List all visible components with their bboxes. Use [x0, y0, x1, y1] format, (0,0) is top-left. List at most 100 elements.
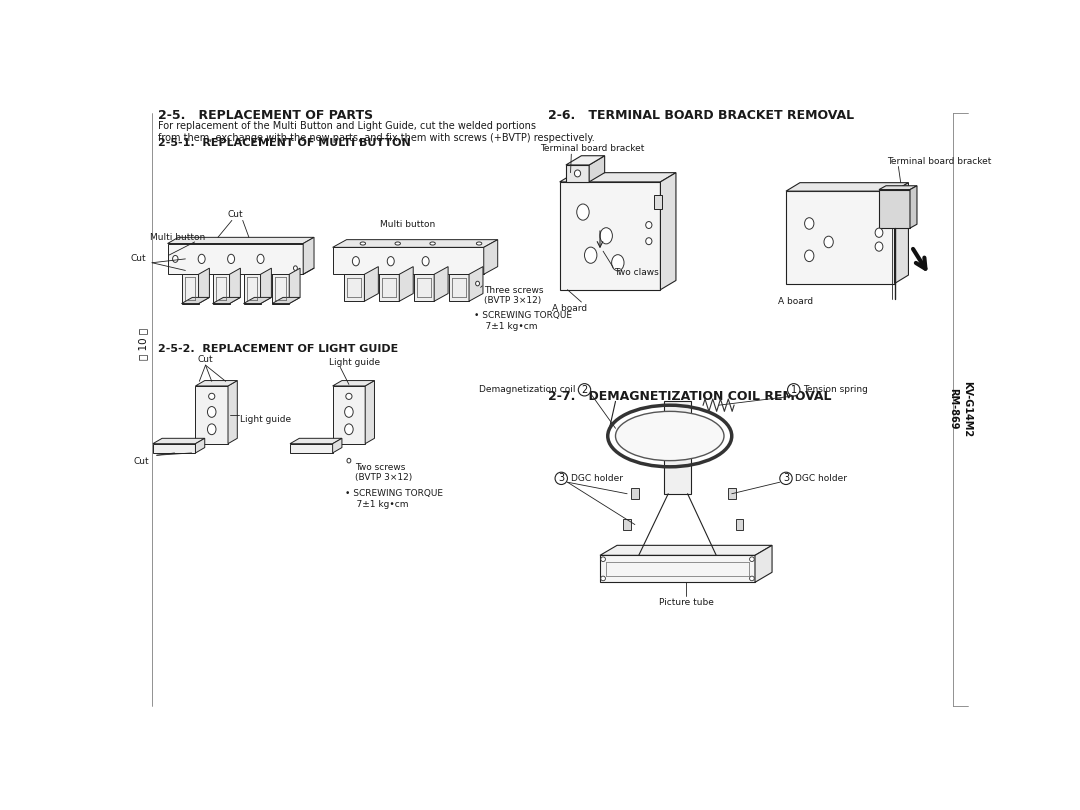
Ellipse shape — [207, 407, 216, 417]
Ellipse shape — [600, 228, 612, 244]
Polygon shape — [786, 183, 908, 191]
Ellipse shape — [875, 228, 882, 237]
Polygon shape — [291, 444, 333, 453]
Polygon shape — [213, 275, 230, 304]
Polygon shape — [153, 444, 195, 453]
Polygon shape — [600, 556, 755, 582]
Polygon shape — [786, 191, 894, 284]
Polygon shape — [566, 156, 605, 165]
Polygon shape — [243, 275, 260, 304]
Polygon shape — [755, 545, 772, 582]
Polygon shape — [272, 275, 289, 304]
Ellipse shape — [257, 254, 264, 263]
Text: Multi button: Multi button — [150, 233, 206, 242]
Polygon shape — [600, 545, 772, 556]
Polygon shape — [260, 268, 271, 304]
Polygon shape — [631, 488, 638, 499]
Ellipse shape — [422, 257, 429, 266]
Ellipse shape — [360, 242, 365, 245]
Ellipse shape — [345, 407, 353, 417]
Text: • SCREWING TORQUE
    7±1 kg•cm: • SCREWING TORQUE 7±1 kg•cm — [345, 489, 443, 509]
Polygon shape — [333, 381, 375, 386]
Ellipse shape — [476, 242, 482, 245]
Text: • SCREWING TORQUE
    7±1 kg•cm: • SCREWING TORQUE 7±1 kg•cm — [474, 311, 571, 330]
Polygon shape — [303, 237, 314, 275]
Text: Cut: Cut — [198, 355, 214, 364]
Polygon shape — [661, 173, 676, 290]
Ellipse shape — [388, 257, 394, 266]
Circle shape — [787, 384, 800, 396]
Polygon shape — [333, 240, 498, 247]
Polygon shape — [559, 173, 676, 182]
Polygon shape — [181, 275, 199, 304]
Ellipse shape — [228, 254, 234, 263]
Ellipse shape — [646, 237, 652, 245]
Circle shape — [346, 394, 352, 399]
Polygon shape — [469, 266, 483, 301]
Text: Light guide: Light guide — [240, 415, 291, 424]
Polygon shape — [167, 244, 303, 275]
Polygon shape — [879, 190, 910, 228]
Polygon shape — [894, 183, 908, 284]
Polygon shape — [195, 386, 228, 444]
Text: For replacement of the Multi Button and Light Guide, cut the welded portions
fro: For replacement of the Multi Button and … — [159, 121, 595, 143]
Ellipse shape — [347, 458, 351, 463]
Polygon shape — [654, 195, 662, 209]
Polygon shape — [333, 438, 342, 453]
Ellipse shape — [875, 242, 882, 251]
Polygon shape — [728, 488, 735, 499]
Polygon shape — [664, 401, 691, 494]
Circle shape — [555, 472, 567, 484]
Polygon shape — [195, 438, 205, 453]
Ellipse shape — [395, 242, 401, 245]
Ellipse shape — [173, 255, 178, 262]
Ellipse shape — [616, 411, 724, 461]
Text: A board: A board — [552, 304, 588, 313]
Polygon shape — [230, 268, 241, 304]
Ellipse shape — [805, 250, 814, 262]
Ellipse shape — [430, 242, 435, 245]
Text: DGC holder: DGC holder — [795, 474, 848, 483]
Ellipse shape — [611, 254, 624, 271]
Ellipse shape — [345, 424, 353, 435]
Circle shape — [600, 576, 606, 581]
Ellipse shape — [805, 218, 814, 229]
Ellipse shape — [575, 170, 581, 177]
Polygon shape — [289, 268, 300, 304]
Polygon shape — [243, 297, 271, 304]
Polygon shape — [181, 297, 210, 304]
Text: Terminal board bracket: Terminal board bracket — [887, 156, 991, 166]
Text: 2-6.   TERMINAL BOARD BRACKET REMOVAL: 2-6. TERMINAL BOARD BRACKET REMOVAL — [548, 109, 854, 122]
Text: 2-5-1.  REPLACEMENT OF MULTI BUTTON: 2-5-1. REPLACEMENT OF MULTI BUTTON — [159, 138, 411, 148]
Circle shape — [578, 384, 591, 396]
Circle shape — [750, 576, 754, 581]
Text: 2-5-2.  REPLACEMENT OF LIGHT GUIDE: 2-5-2. REPLACEMENT OF LIGHT GUIDE — [159, 343, 399, 354]
Polygon shape — [590, 156, 605, 182]
Polygon shape — [449, 275, 469, 301]
Text: KV-G14M2
RM-869: KV-G14M2 RM-869 — [948, 381, 972, 437]
Polygon shape — [213, 297, 241, 304]
Text: Light guide: Light guide — [328, 358, 380, 367]
Text: Three screws
(BVTP 3×12): Three screws (BVTP 3×12) — [484, 286, 543, 305]
Polygon shape — [559, 182, 661, 290]
Circle shape — [750, 557, 754, 561]
Text: 3: 3 — [783, 473, 789, 484]
Polygon shape — [879, 185, 917, 190]
Text: Two claws: Two claws — [613, 268, 659, 277]
Text: DGC holder: DGC holder — [570, 474, 622, 483]
Polygon shape — [623, 519, 631, 530]
Polygon shape — [484, 240, 498, 275]
Polygon shape — [291, 438, 342, 444]
Text: Terminal board bracket: Terminal board bracket — [540, 144, 645, 153]
Polygon shape — [167, 237, 314, 244]
Text: － 10 －: － 10 － — [138, 327, 149, 360]
Polygon shape — [379, 275, 400, 301]
Ellipse shape — [577, 204, 590, 220]
Ellipse shape — [824, 237, 834, 248]
Text: Multi button: Multi button — [380, 220, 435, 229]
Polygon shape — [364, 266, 378, 301]
Polygon shape — [365, 381, 375, 444]
Circle shape — [208, 394, 215, 399]
Polygon shape — [345, 275, 364, 301]
Text: Picture tube: Picture tube — [659, 598, 714, 607]
